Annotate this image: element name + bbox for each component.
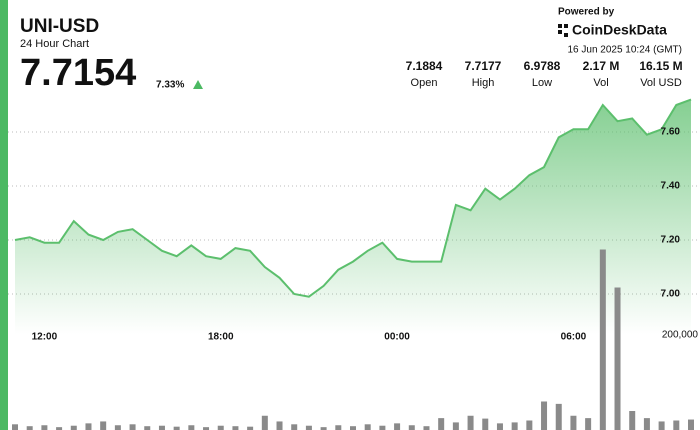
volume-bar — [438, 418, 445, 430]
volume-bar — [379, 425, 386, 430]
stat-value: 2.17 M — [583, 59, 620, 73]
volume-bar — [496, 423, 503, 430]
volume-bar — [643, 418, 650, 430]
volume-bar — [658, 421, 665, 430]
volume-bar — [114, 425, 121, 430]
up-arrow — [193, 80, 203, 89]
volume-bar — [482, 418, 489, 430]
stat-label: Open — [411, 77, 438, 89]
volume-bar — [585, 418, 592, 430]
volume-bar — [173, 426, 180, 430]
volume-bar — [614, 287, 621, 430]
timestamp: 16 Jun 2025 10:24 (GMT) — [567, 45, 682, 56]
volume-bar — [41, 425, 48, 430]
stat-value: 6.9788 — [524, 59, 561, 73]
x-tick-label: 00:00 — [384, 332, 410, 343]
volume-bar — [423, 426, 430, 430]
volume-bar — [26, 426, 33, 430]
y-tick-label: 7.40 — [661, 181, 681, 192]
volume-bar — [129, 424, 136, 430]
change: 7.33% — [156, 80, 184, 91]
volume-bar — [276, 421, 283, 430]
volume-bar — [217, 425, 224, 430]
logo-icon — [558, 24, 568, 37]
volume-bar — [570, 415, 577, 430]
volume-bar — [541, 401, 548, 430]
volume-bar — [350, 426, 356, 430]
volume-bar — [467, 415, 474, 430]
stat-label: Vol — [593, 77, 608, 89]
volume-bar — [673, 420, 680, 430]
price-area — [15, 99, 691, 335]
subtitle: 24 Hour Chart — [20, 38, 89, 50]
stat-label: Vol USD — [640, 77, 682, 89]
x-tick-label: 06:00 — [561, 332, 587, 343]
x-tick-label: 18:00 — [208, 332, 234, 343]
volume-bar — [688, 419, 694, 430]
volume-bar — [144, 426, 151, 430]
y2-tick-label: 200,000 — [662, 330, 699, 341]
x-tick-label: 12:00 — [32, 332, 58, 343]
volume-bar — [629, 411, 636, 430]
volume-bar — [56, 427, 63, 430]
volume-bar — [232, 426, 239, 430]
price: 7.7154 — [20, 52, 136, 94]
volume-bar — [526, 420, 533, 430]
volume-bar — [452, 422, 459, 430]
volume-bar — [100, 421, 107, 430]
stat-label: High — [472, 77, 495, 89]
volume-bar — [158, 425, 165, 430]
volume-bar — [394, 423, 401, 430]
volume-bar — [85, 423, 92, 430]
volume-bar — [305, 425, 312, 430]
stat-value: 16.15 M — [639, 59, 682, 73]
volume-bar — [555, 403, 562, 430]
y-tick-label: 7.20 — [661, 235, 681, 246]
plot — [8, 98, 700, 430]
volume-bar — [320, 427, 327, 430]
stat-value: 7.7177 — [465, 59, 502, 73]
stat-value: 7.1884 — [406, 59, 443, 73]
volume-bar — [188, 425, 195, 430]
volume-bar — [261, 415, 268, 430]
volume-bar — [599, 249, 606, 430]
y-tick-label: 7.00 — [661, 289, 681, 300]
volume-bar — [291, 424, 298, 430]
volume-bar — [12, 424, 18, 430]
y-tick-label: 7.60 — [661, 127, 681, 138]
volume-bar — [335, 425, 342, 430]
price-line — [14, 98, 692, 298]
accent-bar — [0, 0, 8, 430]
volume-bar — [247, 426, 254, 430]
volume-bar — [70, 425, 77, 430]
volume-bar — [511, 422, 518, 430]
stat-label: Low — [532, 77, 552, 89]
volume-bar — [203, 427, 210, 430]
volume-bar — [364, 424, 371, 430]
brand: CoinDeskData — [572, 22, 667, 38]
powered-by: Powered by — [558, 7, 615, 18]
title: UNI-USD — [20, 16, 99, 37]
volume-bar — [408, 425, 415, 430]
